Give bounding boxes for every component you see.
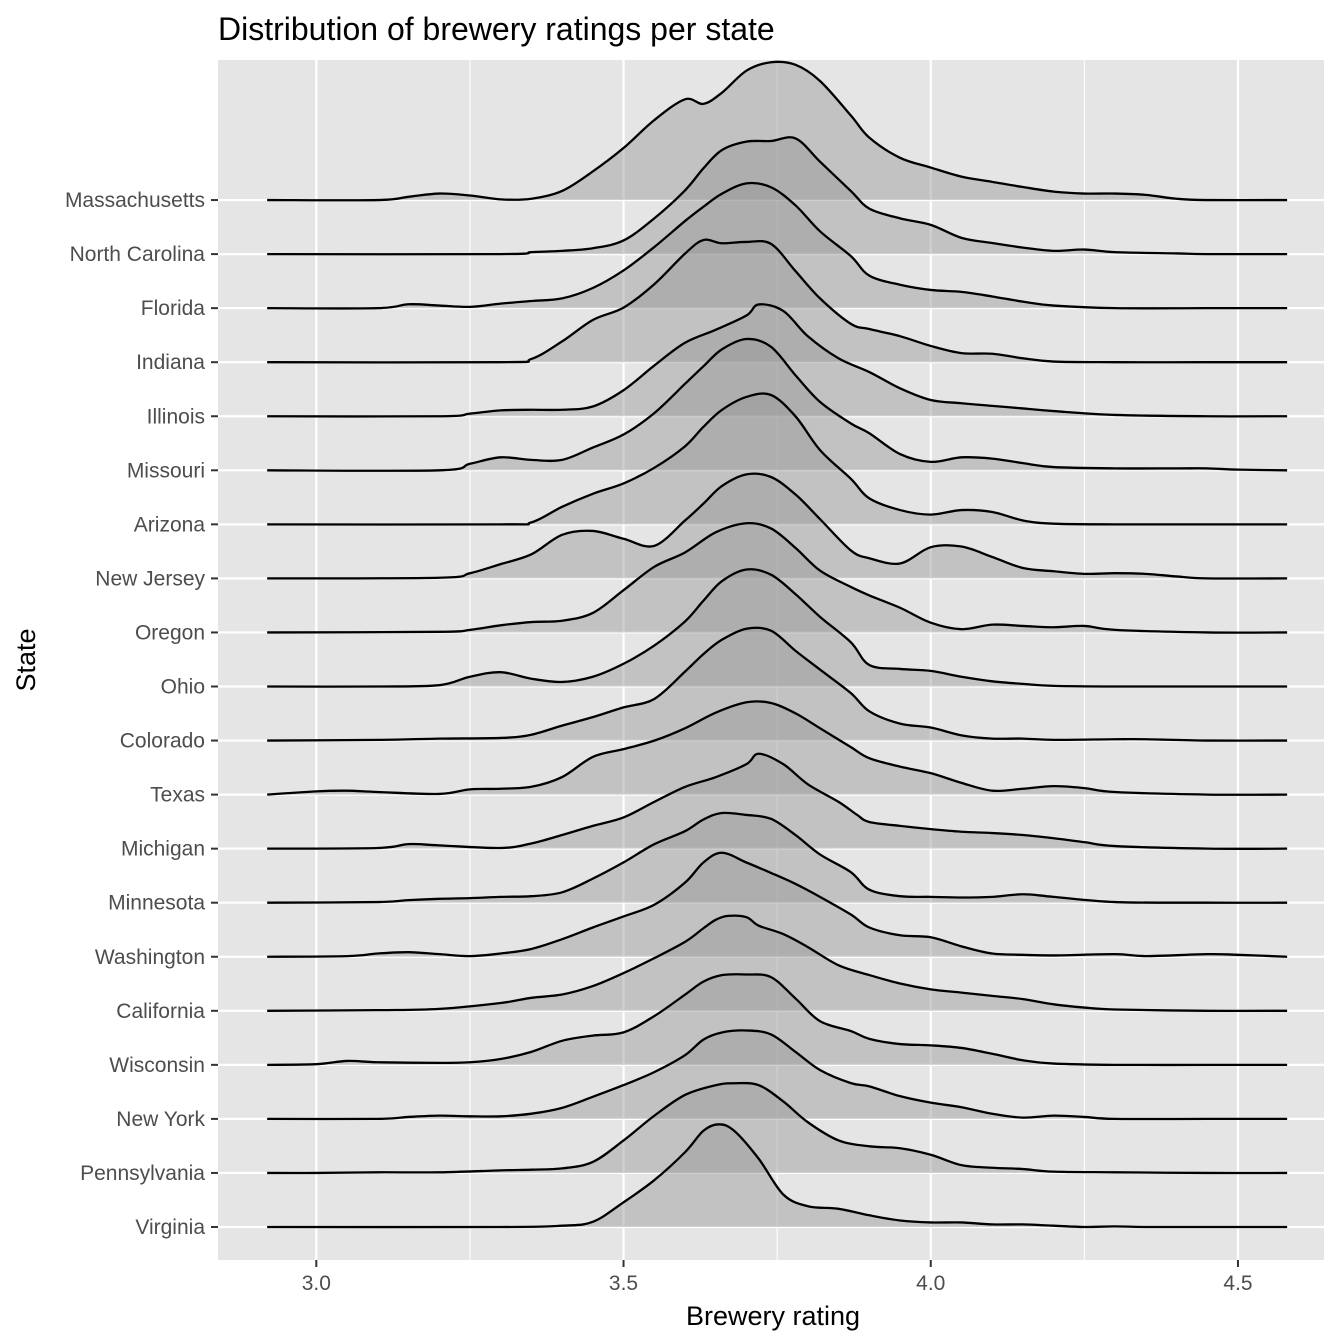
ridge-line-ohio bbox=[267, 568, 1288, 688]
ridge-line-texas bbox=[267, 700, 1288, 796]
ridge-fill-wisconsin bbox=[267, 974, 1288, 1065]
x-axis: 3.0 3.5 4.0 4.5 bbox=[302, 1260, 1253, 1295]
ridge-fill-washington bbox=[267, 852, 1288, 957]
ridge-fill-indiana bbox=[267, 239, 1288, 363]
y-tick-label-colorado: Colorado bbox=[120, 730, 205, 753]
ridge-fill-pennsylvania bbox=[267, 1083, 1288, 1173]
y-tick-label-virginia: Virginia bbox=[135, 1216, 205, 1239]
ridge-fill-missouri bbox=[267, 338, 1288, 471]
ridge-line-new-york bbox=[267, 1029, 1288, 1121]
ridge-fill-new-jersey bbox=[267, 473, 1288, 579]
ridge-michigan bbox=[267, 752, 1288, 850]
ridge-washington bbox=[267, 851, 1288, 958]
ridge-line-colorado bbox=[267, 626, 1288, 742]
y-tick-label-new-jersey: New Jersey bbox=[95, 567, 205, 590]
ridge-fill-new-york bbox=[267, 1030, 1288, 1120]
ridge-fill-massachusetts bbox=[267, 61, 1288, 201]
ridge-fill-colorado bbox=[267, 627, 1288, 741]
ridge-fill-arizona bbox=[267, 393, 1288, 525]
ridge-fill-florida bbox=[267, 182, 1288, 309]
y-tick-label-minnesota: Minnesota bbox=[108, 892, 205, 915]
y-tick-label-massachusetts: Massachusetts bbox=[65, 189, 205, 212]
ridge-line-virginia bbox=[267, 1123, 1288, 1229]
y-tick-label-new-york: New York bbox=[116, 1108, 205, 1131]
y-tick-label-oregon: Oregon bbox=[135, 621, 205, 644]
ridge-fill-california bbox=[267, 915, 1288, 1011]
ridge-missouri bbox=[267, 337, 1288, 472]
x-tick-label: 4.5 bbox=[1223, 1272, 1252, 1295]
ridge-north-carolina bbox=[267, 136, 1288, 256]
y-tick-label-texas: Texas bbox=[150, 784, 205, 807]
ridge-line-massachusetts bbox=[267, 60, 1288, 202]
ridge-fill-minnesota bbox=[267, 812, 1288, 903]
chart-title: Distribution of brewery ratings per stat… bbox=[218, 11, 775, 47]
y-tick-label-indiana: Indiana bbox=[136, 351, 205, 374]
ridge-line-missouri bbox=[267, 337, 1288, 472]
ridge-fill-illinois bbox=[267, 304, 1288, 417]
ridge-line-illinois bbox=[267, 303, 1288, 418]
ridge-indiana bbox=[267, 238, 1288, 364]
ridge-california bbox=[267, 914, 1288, 1013]
y-axis: Virginia Pennsylvania New York Wisconsin Cal… bbox=[65, 189, 218, 1239]
ridge-line-california bbox=[267, 914, 1288, 1013]
x-axis-title: Brewery rating bbox=[686, 1301, 860, 1331]
ridge-virginia bbox=[267, 1123, 1288, 1229]
ridge-line-north-carolina bbox=[267, 136, 1288, 256]
ridge-fill-texas bbox=[267, 701, 1288, 795]
ridge-line-indiana bbox=[267, 238, 1288, 364]
y-axis-title: State bbox=[11, 628, 41, 691]
ridge-new-york bbox=[267, 1029, 1288, 1121]
ridge-fill-north-carolina bbox=[267, 137, 1288, 255]
x-tick-label: 3.0 bbox=[302, 1272, 331, 1295]
y-tick-label-pennsylvania: Pennsylvania bbox=[80, 1162, 205, 1185]
ridge-fill-virginia bbox=[267, 1124, 1288, 1228]
ridge-line-washington bbox=[267, 851, 1288, 958]
ridge-illinois bbox=[267, 303, 1288, 418]
x-tick-label: 4.0 bbox=[916, 1272, 945, 1295]
ridge-colorado bbox=[267, 626, 1288, 742]
ridge-line-arizona bbox=[267, 392, 1288, 526]
ridge-ohio bbox=[267, 568, 1288, 688]
ridge-line-pennsylvania bbox=[267, 1081, 1288, 1175]
y-tick-label-ohio: Ohio bbox=[161, 676, 205, 699]
y-tick-label-california: California bbox=[116, 1000, 205, 1023]
ridge-texas bbox=[267, 700, 1288, 796]
ridge-fill-michigan bbox=[267, 753, 1288, 849]
y-tick-label-illinois: Illinois bbox=[147, 405, 205, 428]
ridge-line-minnesota bbox=[267, 811, 1288, 904]
y-tick-label-north-carolina: North Carolina bbox=[70, 243, 206, 266]
y-tick-label-michigan: Michigan bbox=[121, 838, 205, 861]
ridge-massachusetts bbox=[267, 60, 1288, 202]
ridge-line-wisconsin bbox=[267, 973, 1288, 1067]
ridge-pennsylvania bbox=[267, 1081, 1288, 1175]
ridge-minnesota bbox=[267, 811, 1288, 904]
density-ridges bbox=[267, 60, 1288, 1229]
y-tick-label-florida: Florida bbox=[141, 297, 206, 320]
plot-panel bbox=[218, 60, 1324, 1260]
ridge-new-jersey bbox=[267, 472, 1288, 580]
ridge-line-new-jersey bbox=[267, 472, 1288, 580]
ridge-arizona bbox=[267, 392, 1288, 526]
ridge-fill-ohio bbox=[267, 569, 1288, 687]
y-tick-label-missouri: Missouri bbox=[127, 459, 205, 482]
ridge-line-michigan bbox=[267, 752, 1288, 850]
minor-gridlines bbox=[469, 60, 1085, 1260]
ridge-line-oregon bbox=[267, 521, 1288, 634]
ridge-line-florida bbox=[267, 181, 1288, 310]
ridge-wisconsin bbox=[267, 973, 1288, 1067]
x-tick-label: 3.5 bbox=[609, 1272, 638, 1295]
y-tick-label-wisconsin: Wisconsin bbox=[109, 1054, 205, 1077]
y-tick-label-washington: Washington bbox=[95, 946, 205, 969]
y-tick-label-arizona: Arizona bbox=[134, 513, 206, 536]
ridge-florida bbox=[267, 181, 1288, 310]
